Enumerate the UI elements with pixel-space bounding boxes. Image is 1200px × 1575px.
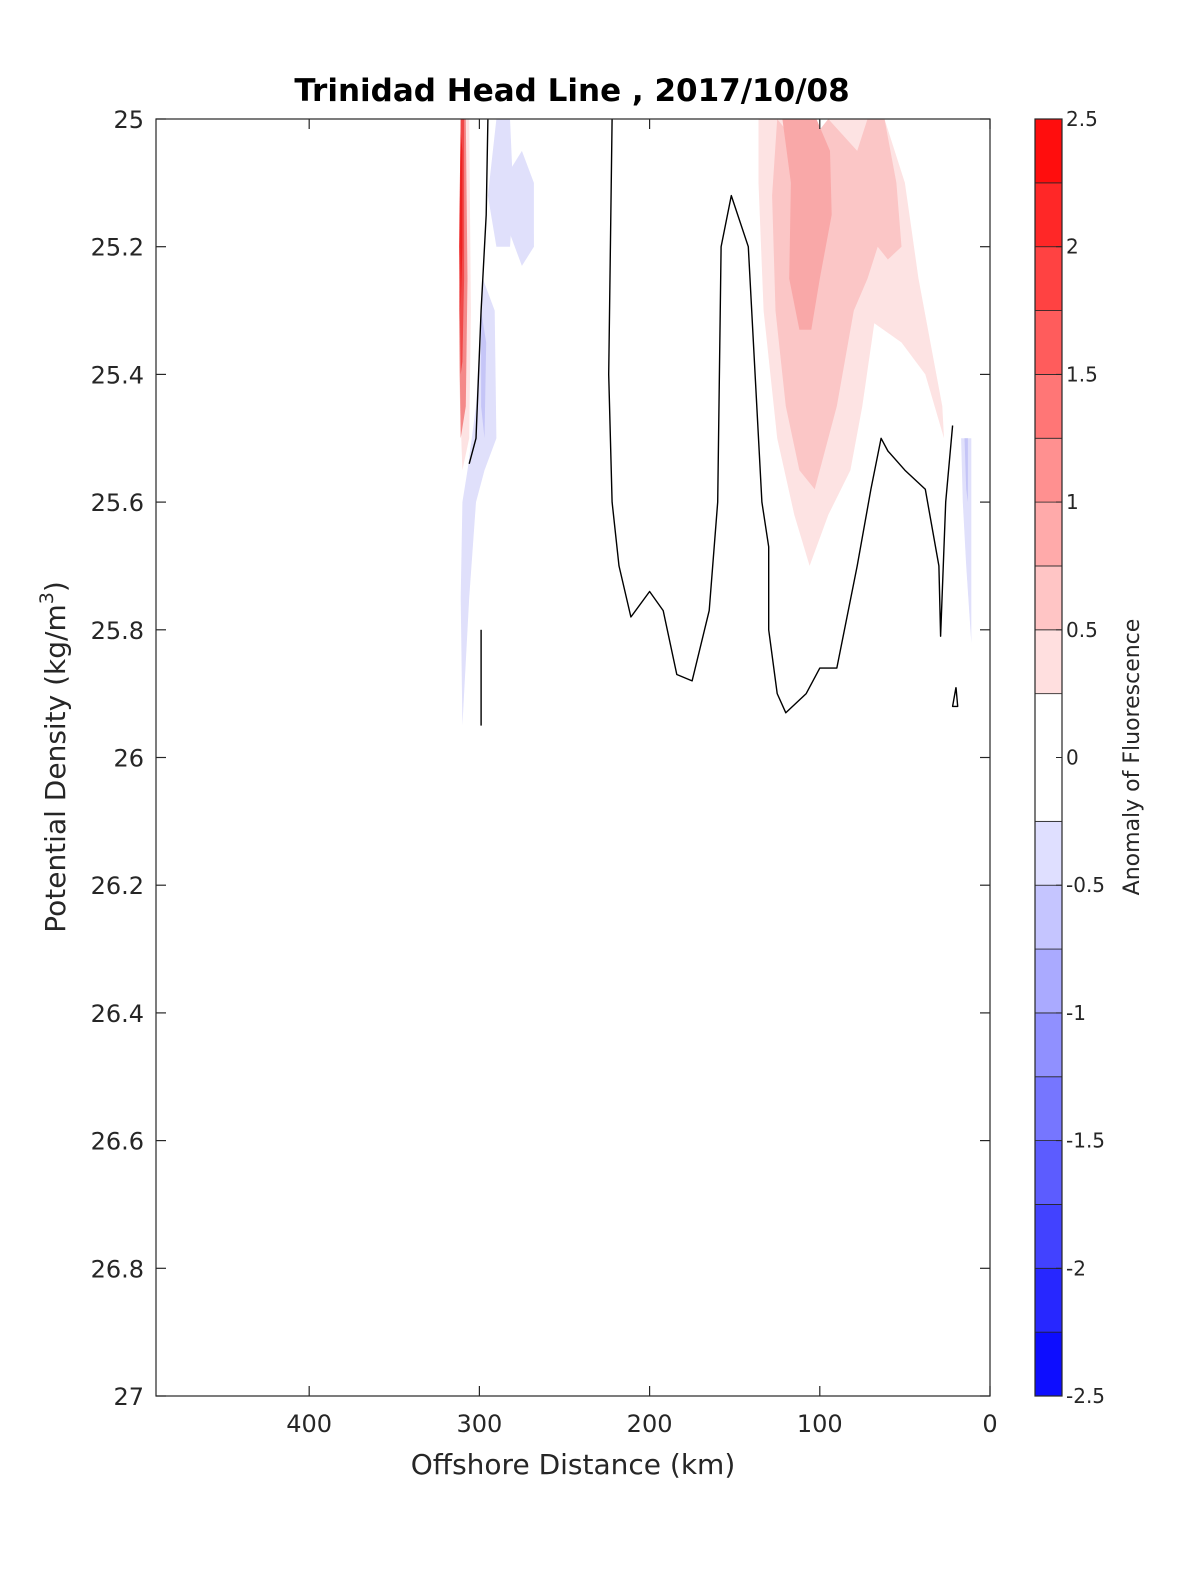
colorbar-block-1	[1034, 1267, 1063, 1333]
filled-contours	[459, 119, 972, 726]
y-axis-label-main: Potential Density (kg/m	[39, 604, 72, 933]
colorbar-block-4	[1034, 1076, 1063, 1141]
colorbar-block-2	[1034, 1204, 1063, 1269]
colorbar-block-16	[1034, 246, 1063, 311]
colorbar-block-10	[1034, 629, 1063, 695]
colorbar-tick-label: -1	[1066, 1001, 1086, 1025]
x-tick-label: 400	[286, 1410, 332, 1438]
y-tick-label: 27	[113, 1383, 144, 1411]
y-axis-ticks: 25 25.2 25.4 25.6 25.8 26 26.2 26.4 26.6 26.8 27	[91, 106, 990, 1411]
plot-area: 400 300 200 100 0 25 25.2 25.4 25.6 25.8 26 26.2 26…	[91, 106, 998, 1438]
filled-region-6	[459, 131, 463, 311]
x-axis-ticks: 400 300 200 100 0	[286, 119, 998, 1438]
contour-line-3	[951, 687, 959, 708]
colorbar-tick-label: 2.5	[1066, 107, 1098, 131]
x-tick-label: 200	[627, 1410, 673, 1438]
colorbar-block-17	[1034, 182, 1063, 248]
colorbar-tick-label: -2	[1066, 1256, 1086, 1280]
chart-title: Trinidad Head Line , 2017/10/08	[294, 73, 849, 109]
contour-line-0	[468, 118, 489, 464]
colorbar-ticks: 2.5 2 1.5 1 0.5 0 -0.5 -1 -1.5 -2 -2.5	[1056, 107, 1105, 1408]
colorbar-block-5	[1034, 1012, 1063, 1078]
colorbar-block-11	[1034, 565, 1063, 631]
filled-region-9	[460, 278, 497, 726]
colorbar-tick-label: 2	[1066, 235, 1079, 259]
colorbar-block-8	[1034, 820, 1063, 886]
colorbar-tick-label: 1	[1066, 490, 1079, 514]
filled-region-8	[510, 150, 534, 266]
colorbar-blocks	[1034, 118, 1063, 1397]
y-tick-label: 25.6	[91, 489, 144, 517]
colorbar-tick-label: -2.5	[1066, 1384, 1105, 1408]
y-tick-label: 25.2	[91, 234, 144, 262]
y-axis-label-superscript: 3	[36, 592, 58, 604]
colorbar-tick-label: 0.5	[1066, 618, 1098, 642]
filled-region-12	[964, 438, 968, 503]
x-tick-label: 100	[797, 1410, 843, 1438]
colorbar: 2.5 2 1.5 1 0.5 0 -0.5 -1 -1.5 -2 -2.5 Anomaly of …	[1034, 107, 1145, 1408]
colorbar-tick-label: -1.5	[1066, 1129, 1105, 1153]
colorbar-label: Anomaly of Fluorescence	[1120, 619, 1145, 896]
colorbar-tick-label: 0	[1066, 746, 1079, 770]
colorbar-block-12	[1034, 501, 1063, 567]
filled-region-10	[481, 310, 487, 439]
zero-contour-lines	[468, 118, 959, 726]
y-tick-label: 25	[113, 106, 144, 134]
colorbar-tick-label: 1.5	[1066, 362, 1098, 386]
colorbar-block-14	[1034, 373, 1063, 439]
colorbar-block-13	[1034, 437, 1063, 503]
x-tick-label: 0	[982, 1410, 997, 1438]
colorbar-block-18	[1034, 118, 1063, 184]
colorbar-block-6	[1034, 948, 1063, 1014]
x-tick-label: 300	[456, 1410, 502, 1438]
filled-region-7	[487, 119, 514, 247]
filled-region-2	[782, 119, 832, 330]
filled-region-11	[961, 438, 972, 643]
y-tick-label: 25.4	[91, 361, 144, 389]
y-tick-label: 26.6	[91, 1128, 144, 1156]
y-tick-label: 26.4	[91, 1000, 144, 1028]
y-tick-label: 26.8	[91, 1255, 144, 1283]
y-axis-label-close: )	[39, 581, 72, 592]
contour-line-2	[608, 118, 954, 714]
y-axis-label: Potential Density (kg/m3)	[36, 581, 72, 933]
colorbar-block-7	[1034, 884, 1063, 950]
y-tick-label: 26.2	[91, 872, 144, 900]
y-tick-label: 25.8	[91, 617, 144, 645]
colorbar-block-0	[1034, 1331, 1063, 1397]
y-tick-label: 26	[113, 745, 144, 773]
colorbar-block-15	[1034, 310, 1063, 375]
colorbar-block-3	[1034, 1140, 1063, 1205]
x-axis-label: Offshore Distance (km)	[411, 1448, 736, 1481]
colorbar-tick-label: -0.5	[1066, 873, 1105, 897]
